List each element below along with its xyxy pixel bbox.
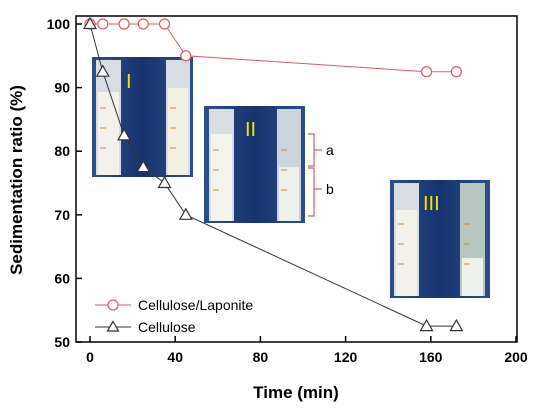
panel-label-2: II [245, 119, 256, 141]
legend-label-0: Cellulose/Laponite [138, 297, 253, 313]
bracket-label-b: b [326, 181, 334, 197]
data-point-1-2 [117, 128, 132, 141]
data-point-0-1 [97, 18, 109, 30]
legend-label-1: Cellulose [138, 319, 196, 335]
tick-labels: 0 40 80 120 160 200 50 60 70 80 90 100 [47, 16, 528, 365]
plot-frame [75, 15, 518, 343]
data-point-1-3 [136, 159, 151, 173]
panel-label-1: I [126, 71, 132, 93]
axis-ticks [76, 23, 517, 343]
photo-inset-3: III [390, 180, 490, 298]
bracket-label-a: a [326, 142, 334, 158]
panel-label-3: III [423, 193, 440, 215]
y-axis-title: Sedimentation ratio (%) [7, 85, 26, 275]
data-point-1-1 [95, 64, 110, 77]
data-point-0-7 [450, 66, 462, 78]
series-1 [82, 16, 464, 332]
x-tick-label-3: 120 [334, 349, 358, 365]
data-point-1-4 [157, 175, 172, 189]
y-tick-label-4: 90 [54, 80, 70, 96]
series-0 [84, 18, 462, 78]
photo-inset-2: II [204, 106, 305, 223]
data-point-0-6 [420, 66, 433, 78]
y-tick-label-1: 60 [54, 270, 70, 286]
photo-inset-1: I [92, 57, 193, 177]
series-layer [82, 16, 464, 332]
bracket-a [308, 133, 315, 167]
data-point-0-5 [180, 50, 192, 62]
x-tick-label-2: 80 [253, 349, 269, 365]
data-point-1-6 [419, 318, 434, 332]
x-axis-title: Time (min) [253, 383, 339, 402]
legend: Cellulose/Laponite Cellulose [95, 297, 253, 335]
x-tick-label-0: 0 [86, 349, 94, 365]
legend-circle-marker [107, 299, 119, 311]
series-line-1 [89, 23, 457, 327]
y-tick-label-3: 80 [54, 143, 70, 159]
x-tick-label-5: 200 [504, 349, 528, 365]
legend-triangle-marker [106, 320, 120, 332]
data-point-1-5 [178, 207, 193, 220]
x-tick-label-4: 160 [419, 349, 443, 365]
data-point-0-2 [118, 18, 130, 30]
x-tick-label-1: 40 [167, 349, 183, 365]
y-tick-label-0: 50 [54, 334, 70, 350]
data-point-1-0 [82, 16, 98, 30]
data-point-0-4 [158, 18, 171, 30]
data-point-1-7 [449, 318, 464, 332]
y-tick-label-2: 70 [54, 207, 70, 223]
y-tick-label-5: 100 [47, 16, 71, 32]
bracket-annotations [308, 133, 322, 217]
bracket-b [308, 167, 315, 217]
data-point-0-3 [137, 18, 149, 30]
